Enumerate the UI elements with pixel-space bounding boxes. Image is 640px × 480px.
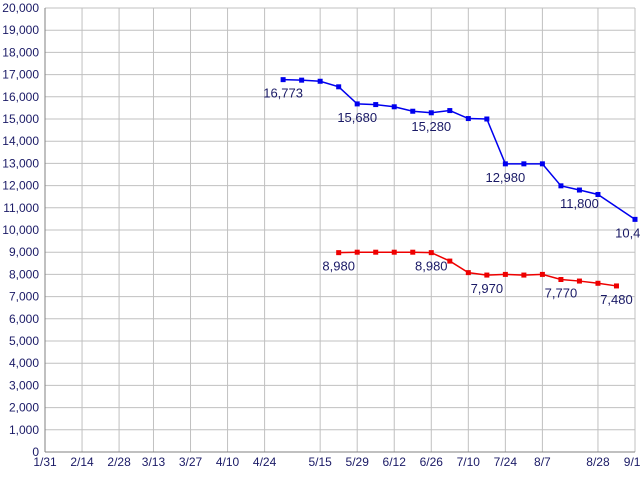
- svg-text:7,000: 7,000: [9, 290, 39, 304]
- svg-text:14,000: 14,000: [2, 134, 39, 148]
- data-point[interactable]: [484, 117, 489, 122]
- svg-text:8,000: 8,000: [9, 267, 39, 281]
- data-point[interactable]: [503, 272, 508, 277]
- data-point[interactable]: [595, 281, 600, 286]
- svg-text:3/27: 3/27: [179, 455, 203, 469]
- svg-text:1,000: 1,000: [9, 423, 39, 437]
- data-point[interactable]: [373, 102, 378, 107]
- data-point-label: 7,480: [600, 292, 633, 307]
- data-point[interactable]: [336, 250, 341, 255]
- svg-text:1/31: 1/31: [33, 455, 57, 469]
- svg-text:17,000: 17,000: [2, 68, 39, 82]
- data-point-label: 11,800: [560, 196, 599, 211]
- data-point[interactable]: [577, 279, 582, 284]
- svg-text:6/12: 6/12: [383, 455, 407, 469]
- data-point-label: 7,770: [545, 286, 578, 301]
- svg-text:9/11: 9/11: [624, 455, 640, 469]
- data-point[interactable]: [614, 283, 619, 288]
- data-point[interactable]: [484, 273, 489, 278]
- svg-text:7/24: 7/24: [494, 455, 518, 469]
- svg-text:20,000: 20,000: [2, 1, 39, 15]
- data-point[interactable]: [392, 250, 397, 255]
- data-point[interactable]: [466, 116, 471, 121]
- svg-text:3/13: 3/13: [142, 455, 166, 469]
- data-point[interactable]: [447, 108, 452, 113]
- data-point[interactable]: [558, 183, 563, 188]
- line-chart-svg: 01,0002,0003,0004,0005,0006,0007,0008,00…: [0, 0, 640, 480]
- svg-text:2/14: 2/14: [70, 455, 94, 469]
- data-point[interactable]: [410, 109, 415, 114]
- svg-text:10,000: 10,000: [2, 223, 39, 237]
- svg-text:15,000: 15,000: [2, 112, 39, 126]
- data-point[interactable]: [466, 270, 471, 275]
- data-point[interactable]: [299, 78, 304, 83]
- svg-text:6,000: 6,000: [9, 312, 39, 326]
- svg-text:7/10: 7/10: [457, 455, 481, 469]
- data-point[interactable]: [336, 84, 341, 89]
- data-point[interactable]: [577, 188, 582, 193]
- data-point[interactable]: [429, 250, 434, 255]
- data-point-label: 16,773: [263, 86, 303, 101]
- data-point[interactable]: [355, 101, 360, 106]
- data-point[interactable]: [447, 259, 452, 264]
- data-point[interactable]: [392, 104, 397, 109]
- svg-text:16,000: 16,000: [2, 90, 39, 104]
- svg-text:11,000: 11,000: [3, 201, 39, 215]
- data-point[interactable]: [318, 79, 323, 84]
- svg-text:2,000: 2,000: [9, 401, 39, 415]
- data-point[interactable]: [281, 77, 286, 82]
- svg-text:12,000: 12,000: [2, 179, 39, 193]
- data-point[interactable]: [503, 161, 508, 166]
- svg-text:9,000: 9,000: [9, 245, 39, 259]
- data-point[interactable]: [355, 250, 360, 255]
- data-point[interactable]: [373, 250, 378, 255]
- data-point-label: 15,680: [337, 110, 377, 125]
- data-point[interactable]: [558, 277, 563, 282]
- svg-text:4,000: 4,000: [9, 356, 39, 370]
- data-point-label: 8,980: [322, 259, 355, 274]
- svg-text:3,000: 3,000: [9, 378, 39, 392]
- svg-text:4/10: 4/10: [216, 455, 240, 469]
- data-point-label: 15,280: [411, 119, 451, 134]
- data-point[interactable]: [540, 161, 545, 166]
- data-point[interactable]: [521, 161, 526, 166]
- data-point[interactable]: [595, 192, 600, 197]
- svg-text:5/29: 5/29: [346, 455, 370, 469]
- data-point-label: 12,980: [485, 170, 525, 185]
- chart-container: 0 1,000 2,000 3,000 4,000 5,000 6,000 7,000 8,00…: [0, 0, 640, 480]
- data-point[interactable]: [540, 272, 545, 277]
- svg-text:18,000: 18,000: [2, 45, 39, 59]
- data-point[interactable]: [410, 250, 415, 255]
- svg-text:8/28: 8/28: [586, 455, 610, 469]
- data-point[interactable]: [429, 110, 434, 115]
- data-point-label: 8,980: [415, 259, 448, 274]
- svg-text:5/15: 5/15: [308, 455, 332, 469]
- svg-text:19,000: 19,000: [2, 23, 39, 37]
- data-point[interactable]: [633, 217, 638, 222]
- svg-text:6/26: 6/26: [420, 455, 444, 469]
- data-point-label: 7,970: [471, 281, 504, 296]
- svg-text:13,000: 13,000: [2, 156, 39, 170]
- svg-text:2/28: 2/28: [107, 455, 131, 469]
- svg-text:4/24: 4/24: [253, 455, 277, 469]
- svg-text:5,000: 5,000: [9, 334, 39, 348]
- data-point[interactable]: [521, 273, 526, 278]
- data-point-label: 10,479: [615, 225, 640, 240]
- svg-text:8/7: 8/7: [534, 455, 551, 469]
